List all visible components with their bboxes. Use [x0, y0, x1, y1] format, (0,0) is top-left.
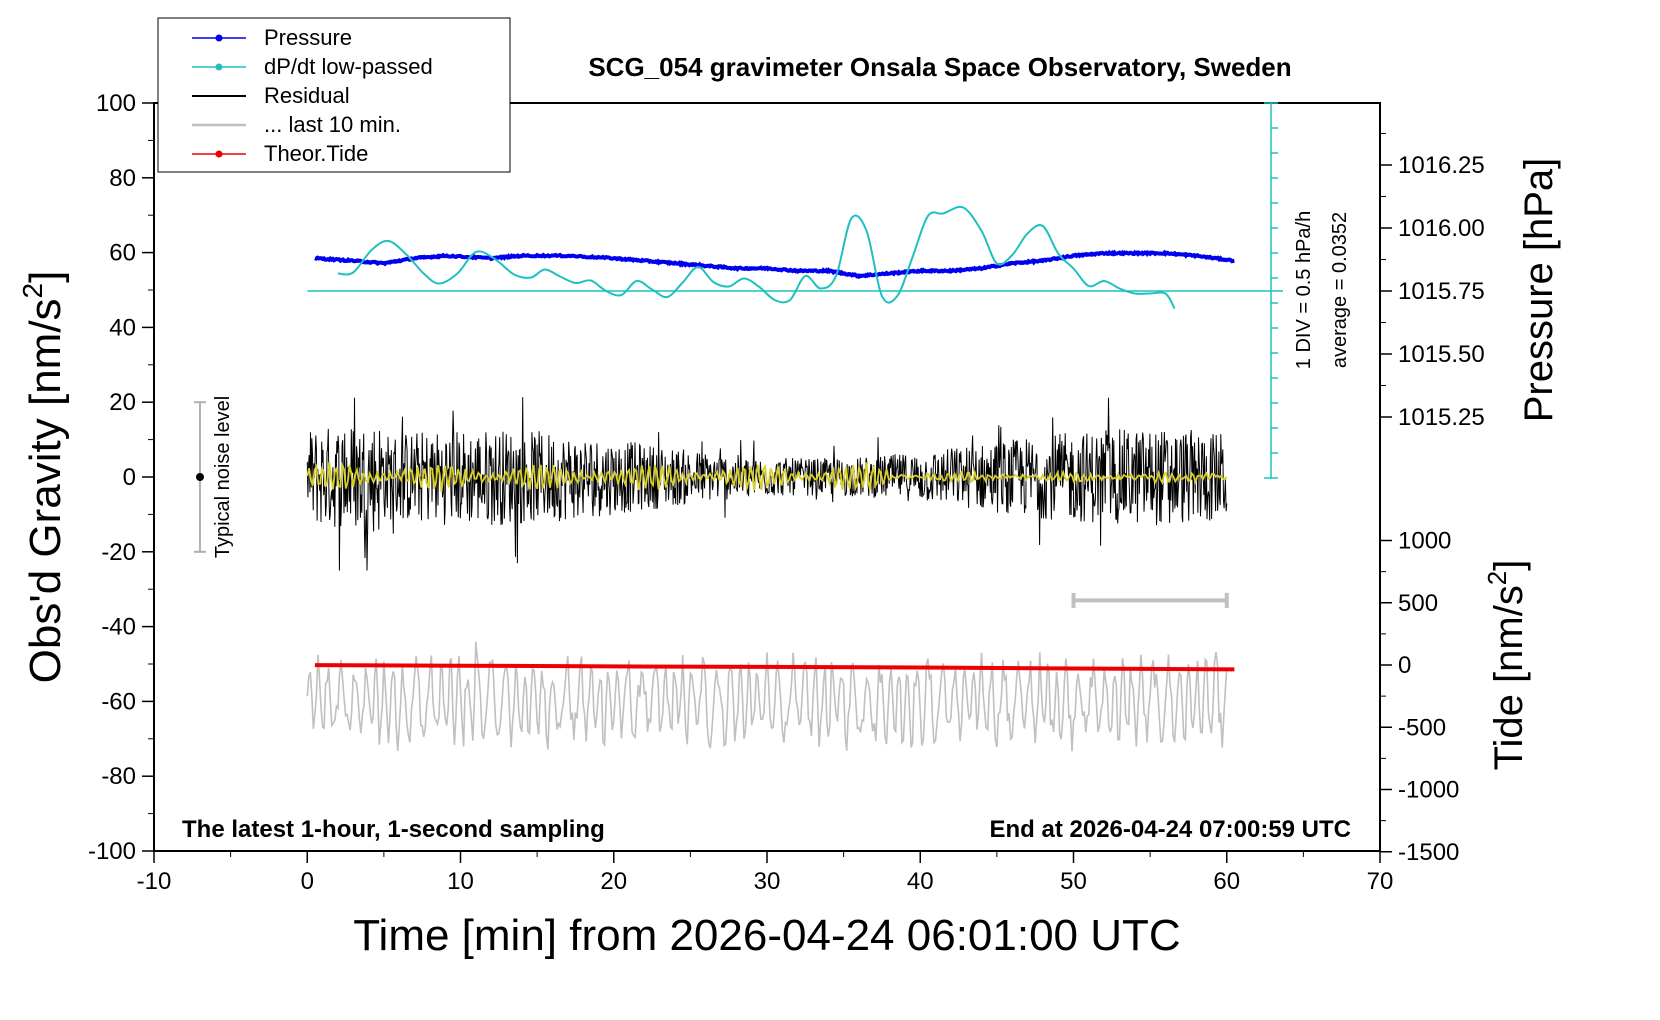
dpdt-series — [337, 205, 1176, 310]
residual-line — [306, 397, 1228, 571]
y-tide-label-sup: 2 — [1482, 571, 1512, 585]
pressure-tick-label: 1016.00 — [1398, 215, 1485, 242]
x-tick-label: 70 — [1367, 868, 1394, 895]
pressure-tick-label: 1015.75 — [1398, 278, 1485, 305]
x-tick-label: 10 — [447, 868, 474, 895]
legend-label-pressure: Pressure — [264, 25, 352, 50]
y-tide-label-main: Tide [nm/s — [1487, 585, 1531, 770]
tide-line — [314, 663, 1235, 672]
dpdt-scale-label: 1 DIV = 0.5 hPa/h — [1293, 211, 1315, 369]
pressure-series — [314, 249, 1235, 280]
legend-marker-dpdt — [215, 63, 223, 71]
tide-tick-label: 500 — [1398, 590, 1438, 617]
legend-marker-tide — [215, 150, 223, 158]
tide-tick-label: -1500 — [1398, 839, 1459, 866]
residual-lowpass-line — [306, 461, 1228, 492]
plot-indicators — [193, 401, 206, 553]
y-left-label-sup: 2 — [17, 283, 48, 299]
y-tide-label-end: ] — [1487, 560, 1531, 571]
x-tick-label: 0 — [301, 868, 314, 895]
y-left-tick-label: 80 — [109, 165, 136, 192]
x-axis-label: Time [min] from 2026-04-24 06:01:00 UTC — [353, 911, 1180, 960]
y-pressure-axis-label: Pressure [hPa] — [1517, 158, 1561, 423]
pressure-line — [314, 249, 1235, 280]
x-tick-label: 50 — [1060, 868, 1087, 895]
dpdt-line — [337, 205, 1176, 310]
y-left-tick-label: 100 — [96, 90, 136, 117]
y-left-tick-label: 20 — [109, 389, 136, 416]
x-tick-label: -10 — [137, 868, 172, 895]
tide-tick-label: -500 — [1398, 714, 1446, 741]
tide-tick-label: 0 — [1398, 652, 1411, 679]
residual-series — [306, 397, 1228, 571]
y-left-label-end: ] — [21, 271, 70, 283]
y-left-tick-label: -60 — [101, 688, 136, 715]
legend-label-residual: Residual — [264, 83, 350, 108]
x-tick-label: 20 — [600, 868, 627, 895]
x-axis: -10 0 10 20 30 40 50 60 70 — [137, 851, 1394, 895]
y-left-tick-label: -100 — [88, 838, 136, 865]
legend-label-tide: Theor.Tide — [264, 141, 368, 166]
dpdt-average-label: average = 0.0352 — [1329, 212, 1351, 368]
pressure-tick-label: 1016.25 — [1398, 152, 1485, 179]
chart-title: SCG_054 gravimeter Onsala Space Observat… — [588, 52, 1291, 82]
x-tick-label: 60 — [1213, 868, 1240, 895]
tide-tick-label: -1000 — [1398, 777, 1459, 804]
pressure-tick-label: 1015.25 — [1398, 404, 1485, 431]
y-axis-pressure: 1016.25 1016.00 1015.75 1015.50 1015.25 — [1380, 133, 1485, 431]
tide-series — [314, 663, 1235, 672]
y-left-axis-label: Obs'd Gravity [nm/s2] — [17, 271, 70, 684]
last-10-min-series — [306, 592, 1229, 752]
legend-label-last10: ... last 10 min. — [264, 112, 401, 137]
tide-tick-label: 1000 — [1398, 528, 1451, 555]
y-left-tick-label: -80 — [101, 763, 136, 790]
legend-marker-pressure — [215, 34, 223, 42]
y-axis-left: 100 80 60 40 20 0 -20 -40 -60 -80 -100 — [88, 90, 154, 865]
y-axis-tide: 1000 500 0 -500 -1000 -1500 — [1380, 528, 1459, 866]
noise-center-dot — [195, 473, 204, 481]
y-left-tick-label: -20 — [101, 539, 136, 566]
legend: Pressure dP/dt low-passed Residual ... l… — [157, 17, 511, 173]
y-left-tick-label: 60 — [109, 240, 136, 267]
x-tick-label: 30 — [754, 868, 781, 895]
y-left-tick-label: -40 — [101, 614, 136, 641]
last10-line — [306, 641, 1228, 752]
annotation-bottom-right: End at 2026-04-24 07:00:59 UTC — [990, 816, 1352, 843]
noise-level-label: Typical noise level — [212, 396, 234, 558]
y-left-tick-label: 40 — [109, 314, 136, 341]
legend-label-dpdt: dP/dt low-passed — [264, 54, 433, 79]
annotation-bottom-left: The latest 1-hour, 1-second sampling — [182, 816, 605, 843]
x-tick-label: 40 — [907, 868, 934, 895]
y-tide-axis-label: Tide [nm/s2] — [1482, 560, 1531, 771]
y-left-tick-label: 0 — [123, 464, 136, 491]
y-left-label-main: Obs'd Gravity [nm/s — [21, 298, 70, 683]
pressure-tick-label: 1015.50 — [1398, 341, 1485, 368]
